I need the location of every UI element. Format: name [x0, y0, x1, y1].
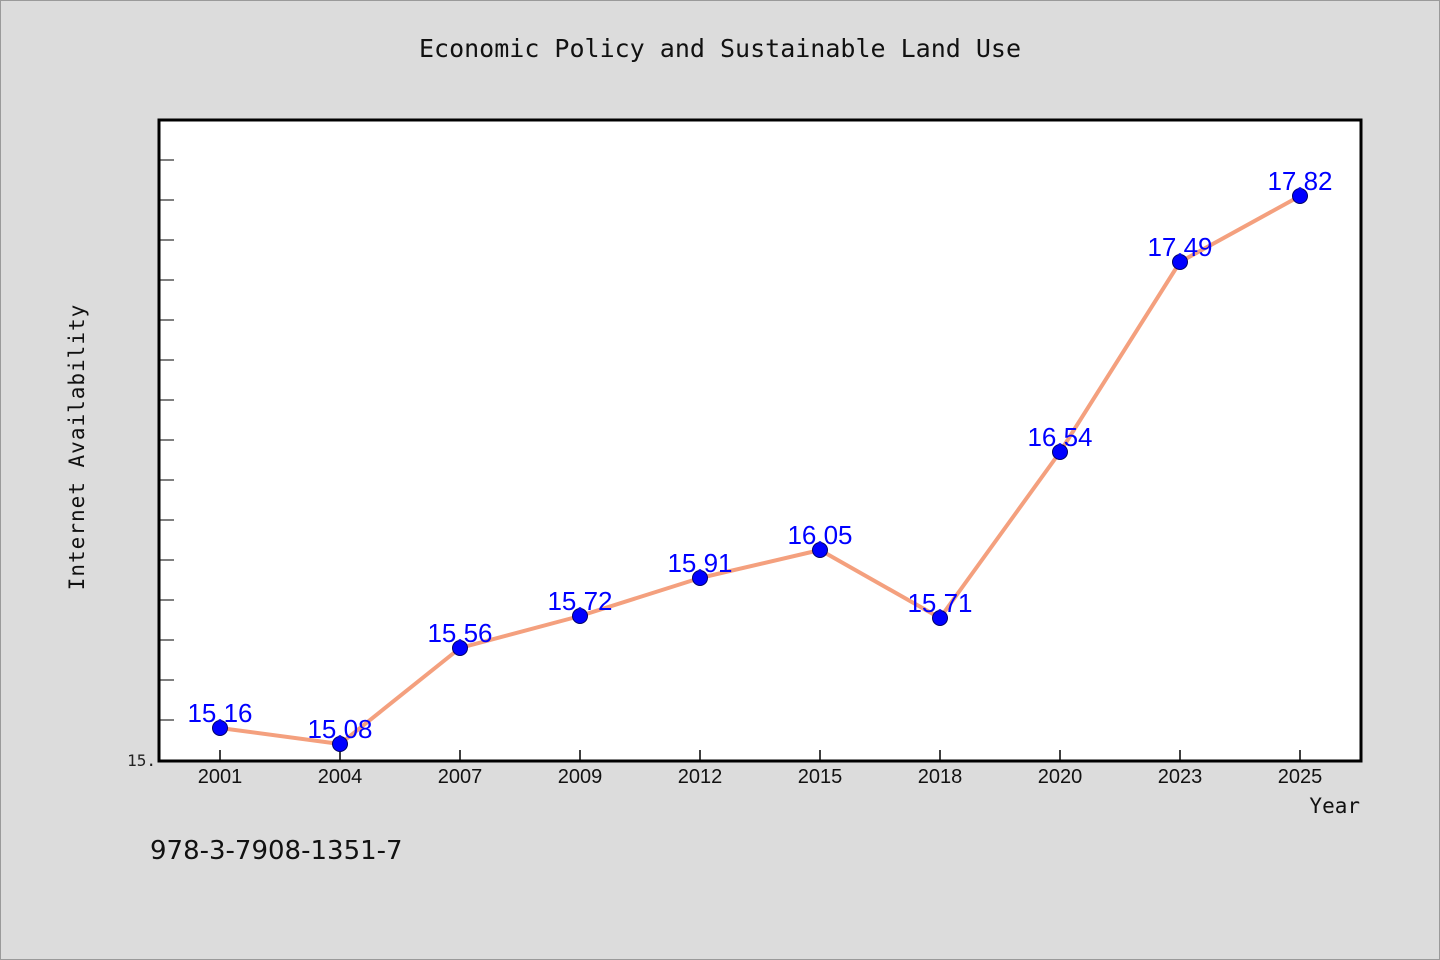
- x-tick-label: 2007: [438, 766, 483, 788]
- data-markers: [212, 188, 1308, 752]
- data-point: [332, 736, 348, 752]
- x-tick-label: 2009: [558, 766, 603, 788]
- data-point: [692, 570, 708, 586]
- x-tick-label: 2015: [798, 766, 843, 788]
- data-point: [1172, 254, 1188, 270]
- x-tick-label: 2012: [678, 766, 723, 788]
- x-tick-label: 2001: [198, 766, 243, 788]
- x-tick-label: 2025: [1278, 766, 1323, 788]
- chart-title: Economic Policy and Sustainable Land Use: [418, 34, 1022, 63]
- series-line-group: [218, 194, 1302, 746]
- data-label: 16.05: [787, 520, 852, 550]
- x-tick-label: 2023: [1158, 766, 1203, 788]
- data-point: [812, 542, 828, 558]
- y-axis-ticks: 15.: [127, 159, 174, 770]
- x-tick-label: 2004: [318, 766, 363, 788]
- data-label: 17.49: [1147, 232, 1212, 262]
- data-label: 15.91: [667, 548, 732, 578]
- y-tick-label: 15.: [127, 751, 156, 770]
- x-tick-label: 2020: [1038, 766, 1083, 788]
- data-point: [572, 608, 588, 624]
- data-label: 17.82: [1267, 166, 1332, 196]
- data-labels: 15.16 15.08 15.56 15.72 15.91 16.05 15.71 16.54…: [187, 166, 1332, 744]
- data-point: [1292, 188, 1308, 204]
- data-point: [932, 610, 948, 626]
- data-label: 15.08: [307, 714, 372, 744]
- y-axis-label: Internet Availability: [65, 303, 89, 591]
- isbn-text: 978-3-7908-1351-7: [150, 836, 403, 866]
- x-axis-label: Year: [1309, 794, 1360, 818]
- x-tick-label: 2018: [918, 766, 963, 788]
- series-line: [218, 194, 1302, 746]
- data-point: [212, 720, 228, 736]
- data-label: 15.71: [907, 588, 972, 618]
- data-label: 16.54: [1027, 422, 1092, 452]
- data-label: 15.72: [547, 586, 612, 616]
- data-point: [1052, 444, 1068, 460]
- plot-area: [157, 118, 1363, 763]
- data-label: 15.56: [427, 618, 492, 648]
- x-axis-ticks: 2001 2004 2007 2009 2012 2015 2018 2020 2023 2025: [198, 750, 1323, 788]
- data-point: [452, 640, 468, 656]
- data-label: 15.16: [187, 698, 252, 728]
